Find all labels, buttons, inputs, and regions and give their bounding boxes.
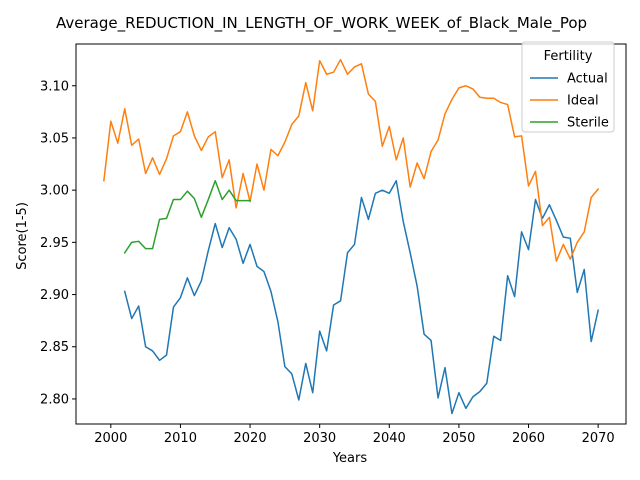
x-tick-label: 2070 [582,431,615,446]
x-tick-label: 2040 [373,431,406,446]
x-tick-label: 2060 [512,431,545,446]
y-tick-label: 3.10 [40,79,69,94]
x-tick-label: 2010 [164,431,197,446]
y-axis-label: Score(1-5) [15,202,30,270]
series-line-ideal [103,58,600,262]
y-tick-label: 2.95 [40,236,69,251]
legend-label-actual: Actual [567,72,608,87]
x-tick-label: 2030 [303,431,336,446]
y-tick-label: 2.80 [40,392,69,407]
legend-box [521,41,615,133]
y-axis: 2.80 2.85 2.90 2.95 3.00 3.05 3.10 [40,79,76,407]
y-tick-label: 3.00 [40,184,69,199]
plot-frame [75,43,627,425]
series-line-sterile [123,180,251,254]
y-tick-label: 2.85 [40,340,69,355]
series-line-actual [123,180,600,415]
legend-label-ideal: Ideal [567,94,599,109]
chart-title: Average_REDUCTION_IN_LENGTH_OF_WORK_WEEK… [56,14,587,33]
x-tick-label: 2050 [442,431,475,446]
y-tick-label: 3.05 [40,131,69,146]
y-tick-label: 2.90 [40,288,69,303]
legend: Fertility Actual Ideal Sterile [521,41,615,133]
plot-area [75,43,627,425]
x-tick-label: 2020 [234,431,267,446]
x-tick-label: 2000 [94,431,127,446]
x-axis: 2000 2010 2020 2030 2040 2050 2060 2070 [94,424,615,446]
legend-label-sterile: Sterile [567,116,609,131]
legend-title: Fertility [544,49,593,64]
x-axis-label: Years [332,451,368,466]
